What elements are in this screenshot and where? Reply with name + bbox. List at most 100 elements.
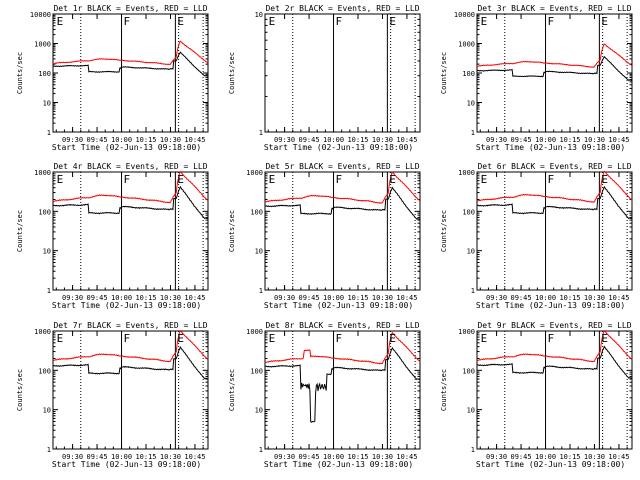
x-axis-label: Start Time (02-Jun-13 09:18:00)	[264, 460, 413, 469]
x-tick-label: 10:00	[535, 453, 556, 461]
x-tick-label: 10:30	[584, 453, 605, 461]
x-tick-label: 09:30	[62, 453, 83, 461]
panel-det-2	[264, 13, 421, 133]
y-axis-label: Counts/sec	[16, 52, 24, 94]
lld-series-line	[476, 329, 633, 363]
x-tick-label: 10:00	[535, 136, 556, 144]
x-tick-label: 10:15	[347, 136, 368, 144]
x-tick-label: 09:30	[486, 294, 507, 302]
x-tick-label: 09:45	[87, 453, 108, 461]
flag-label: E	[57, 173, 64, 186]
y-tick-label: 1000	[246, 328, 263, 336]
x-tick-label: 09:30	[486, 453, 507, 461]
y-tick-label: 1	[471, 287, 475, 295]
y-tick-label: 1	[47, 446, 51, 454]
panel-det-9	[476, 329, 633, 450]
x-tick-label: 10:45	[608, 453, 629, 461]
y-tick-label: 10	[255, 407, 263, 415]
x-tick-label: 10:45	[396, 136, 417, 144]
y-tick-label: 10	[255, 11, 263, 19]
flag-label: E	[177, 332, 184, 345]
x-tick-label: 09:30	[274, 453, 295, 461]
events-series-line	[52, 51, 209, 77]
x-tick-label: 10:30	[372, 136, 393, 144]
lld-series-line	[52, 40, 209, 66]
y-axis-label: Counts/sec	[16, 369, 24, 411]
panel-title: Det 4r BLACK = Events, RED = LLD	[53, 162, 207, 171]
lld-series-line	[264, 331, 421, 365]
y-tick-label: 10000	[454, 11, 475, 19]
flag-label: E	[269, 332, 276, 345]
panel-det-7	[52, 329, 209, 450]
flag-label: E	[481, 15, 488, 28]
plot-frame	[476, 13, 633, 133]
panel-title: Det 6r BLACK = Events, RED = LLD	[477, 162, 631, 171]
y-tick-label: 1	[47, 287, 51, 295]
x-axis-label: Start Time (02-Jun-13 09:18:00)	[52, 460, 201, 469]
y-tick-label: 10	[43, 248, 51, 256]
y-tick-label: 10000	[30, 11, 51, 19]
y-tick-label: 100	[38, 208, 51, 216]
y-tick-label: 100	[38, 367, 51, 375]
y-axis-label: Counts/sec	[440, 369, 448, 411]
x-tick-label: 10:30	[372, 453, 393, 461]
events-series-line	[476, 345, 633, 379]
flag-label: F	[124, 332, 131, 345]
y-axis-label: Counts/sec	[440, 210, 448, 252]
x-tick-label: 10:00	[111, 453, 132, 461]
x-tick-label: 10:00	[111, 294, 132, 302]
x-tick-label: 09:30	[274, 294, 295, 302]
panel-title: Det 3r BLACK = Events, RED = LLD	[477, 4, 631, 13]
plot-frame	[52, 13, 209, 133]
flag-label: F	[336, 332, 343, 345]
lld-series-line	[52, 329, 209, 363]
x-tick-label: 10:15	[559, 294, 580, 302]
panel-title: Det 9r BLACK = Events, RED = LLD	[477, 321, 631, 330]
y-axis-label: Counts/sec	[228, 52, 236, 94]
lld-series-line	[264, 171, 421, 204]
x-axis-label: Start Time (02-Jun-13 09:18:00)	[52, 301, 201, 310]
panel-det-6	[476, 170, 633, 291]
plot-frame	[52, 171, 209, 291]
lld-series-line	[476, 43, 633, 68]
y-tick-label: 100	[38, 70, 51, 78]
flag-label: E	[57, 332, 64, 345]
x-tick-label: 10:15	[347, 294, 368, 302]
y-tick-label: 100	[250, 367, 263, 375]
y-tick-label: 1000	[34, 41, 51, 49]
y-tick-label: 1000	[34, 169, 51, 177]
x-tick-label: 10:45	[184, 294, 205, 302]
x-tick-label: 09:45	[511, 453, 532, 461]
x-axis-label: Start Time (02-Jun-13 09:18:00)	[264, 301, 413, 310]
x-tick-label: 09:45	[87, 294, 108, 302]
flag-label: E	[481, 173, 488, 186]
x-tick-label: 10:45	[184, 453, 205, 461]
x-tick-label: 09:30	[62, 136, 83, 144]
lld-series-line	[52, 170, 209, 204]
plot-frame	[264, 171, 421, 291]
x-tick-label: 10:00	[323, 136, 344, 144]
plot-frame	[52, 330, 209, 450]
y-tick-label: 1	[259, 129, 263, 137]
x-tick-label: 09:30	[274, 136, 295, 144]
x-tick-label: 10:45	[608, 294, 629, 302]
x-tick-label: 10:30	[372, 294, 393, 302]
panel-det-4	[52, 170, 209, 291]
y-tick-label: 1000	[458, 41, 475, 49]
x-tick-label: 09:45	[299, 294, 320, 302]
panel-det-3	[476, 13, 633, 133]
x-tick-label: 10:15	[347, 453, 368, 461]
flag-label: E	[601, 15, 608, 28]
x-tick-label: 09:45	[511, 294, 532, 302]
panel-det-5	[264, 171, 421, 291]
y-tick-label: 10	[43, 407, 51, 415]
y-tick-label: 1000	[246, 169, 263, 177]
flag-label: F	[336, 173, 343, 186]
x-tick-label: 10:15	[135, 453, 156, 461]
x-tick-label: 10:45	[184, 136, 205, 144]
x-axis-label: Start Time (02-Jun-13 09:18:00)	[476, 460, 625, 469]
panel-title: Det 7r BLACK = Events, RED = LLD	[53, 321, 207, 330]
x-tick-label: 09:30	[62, 294, 83, 302]
flag-label: F	[548, 173, 555, 186]
